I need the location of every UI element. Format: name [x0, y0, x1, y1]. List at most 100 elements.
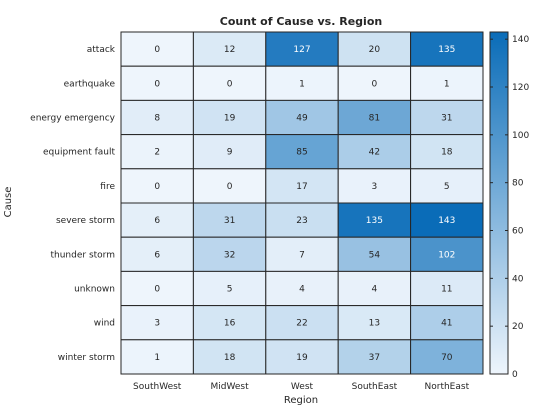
heatmap-cell	[120, 236, 194, 272]
cell-value-label: 41	[441, 319, 452, 329]
colorbar-tick-label: 0	[512, 370, 518, 380]
heatmap-cell	[337, 202, 412, 238]
cell-value-label: 12	[224, 45, 235, 55]
cell-value-label: 22	[296, 319, 307, 329]
cell-value-label: 0	[154, 182, 160, 192]
cell-value-label: 42	[369, 148, 380, 158]
x-axis-label: Region	[284, 395, 318, 406]
y-axis-label: Cause	[3, 187, 14, 218]
cell-value-label: 1	[444, 79, 450, 89]
cell-value-label: 5	[444, 182, 450, 192]
cell-value-label: 0	[372, 79, 378, 89]
heatmap-cell	[192, 202, 267, 238]
heatmap-cell	[410, 270, 484, 307]
y-tick-label: winter storm	[58, 353, 115, 363]
colorbar-tick-label: 40	[512, 274, 524, 284]
heatmap-cell	[410, 202, 484, 238]
heatmap-cell	[192, 99, 267, 136]
heatmap-cell	[410, 134, 484, 170]
colorbar-tick-label: 100	[512, 131, 529, 141]
colorbar-tick-label: 80	[512, 179, 524, 189]
y-tick-label: unknown	[74, 285, 115, 295]
cell-value-label: 7	[299, 250, 305, 260]
y-tick-label: thunder storm	[51, 250, 116, 260]
cell-value-label: 19	[296, 353, 308, 363]
cell-value-label: 4	[299, 285, 305, 295]
x-tick-label: NorthEast	[425, 382, 470, 392]
heatmap-cell	[120, 65, 194, 101]
colorbar-tick-label: 60	[512, 227, 524, 237]
cell-value-label: 0	[154, 45, 160, 55]
colorbar-tick-label: 140	[512, 35, 529, 45]
y-tick-label: equipment fault	[43, 148, 115, 158]
cell-value-label: 1	[154, 353, 160, 363]
y-tick-label: earthquake	[64, 79, 116, 89]
heatmap-cell	[265, 65, 339, 101]
cell-value-label: 0	[227, 182, 233, 192]
heatmap-cell	[120, 31, 194, 67]
heatmap-cell	[410, 339, 484, 375]
cell-value-label: 135	[438, 45, 455, 55]
heatmap-cell	[265, 305, 339, 341]
cell-value-label: 85	[296, 148, 307, 158]
heatmap-cell	[265, 31, 339, 67]
cell-value-label: 18	[441, 148, 453, 158]
cell-value-label: 11	[441, 285, 452, 295]
y-tick-label: energy emergency	[30, 114, 116, 124]
cell-value-label: 8	[154, 114, 160, 124]
heatmap-cell	[265, 339, 339, 375]
cell-value-label: 0	[154, 285, 160, 295]
heatmap-cell	[337, 270, 412, 307]
cell-value-label: 81	[369, 114, 380, 124]
x-tick-label: SouthWest	[133, 382, 182, 392]
cell-value-label: 3	[372, 182, 378, 192]
heatmap-cell	[120, 134, 194, 170]
heatmap-cell	[192, 31, 267, 67]
heatmap-cell	[265, 202, 339, 238]
heatmap-cell	[192, 339, 267, 375]
cell-value-label: 54	[369, 250, 381, 260]
cell-value-label: 23	[296, 216, 307, 226]
cell-value-label: 37	[369, 353, 380, 363]
cell-value-label: 127	[293, 45, 310, 55]
cell-value-label: 32	[224, 250, 235, 260]
cell-value-label: 20	[369, 45, 381, 55]
cell-value-label: 1	[299, 79, 305, 89]
heatmap-cell	[265, 168, 339, 204]
heatmap-cell	[120, 168, 194, 204]
heatmap-cell	[120, 339, 194, 375]
y-tick-label: severe storm	[56, 216, 115, 226]
cell-value-label: 6	[154, 216, 160, 226]
cell-value-label: 18	[224, 353, 236, 363]
heatmap-cell	[120, 270, 194, 307]
y-tick-label: wind	[94, 319, 115, 329]
cell-value-label: 0	[154, 79, 160, 89]
cell-value-label: 17	[296, 182, 307, 192]
cell-value-label: 3	[154, 319, 160, 329]
cell-value-label: 2	[154, 148, 160, 158]
cell-value-label: 135	[366, 216, 383, 226]
cell-value-label: 6	[154, 250, 160, 260]
heatmap-cell	[410, 305, 484, 341]
heatmap-cell	[192, 168, 267, 204]
heatmap-cell	[192, 134, 267, 170]
heatmap-cell	[410, 65, 484, 101]
colorbar-gradient	[489, 31, 509, 375]
x-tick-label: MidWest	[211, 382, 250, 392]
heatmap-cell	[192, 270, 267, 307]
cell-value-label: 143	[438, 216, 455, 226]
heatmap-cell	[337, 99, 412, 136]
y-tick-labels: attack earthquake energy emergency equipmen…	[30, 45, 116, 363]
heatmap-cell	[192, 305, 267, 341]
x-tick-label: West	[291, 382, 314, 392]
cell-value-label: 16	[224, 319, 236, 329]
cell-value-label: 19	[224, 114, 236, 124]
heatmap-cell	[337, 339, 412, 375]
cell-value-label: 102	[438, 250, 455, 260]
colorbar-tick-label: 20	[512, 322, 524, 332]
cell-value-label: 49	[296, 114, 308, 124]
colorbar: 0 20 40 60 80 100 120 140	[489, 31, 529, 380]
